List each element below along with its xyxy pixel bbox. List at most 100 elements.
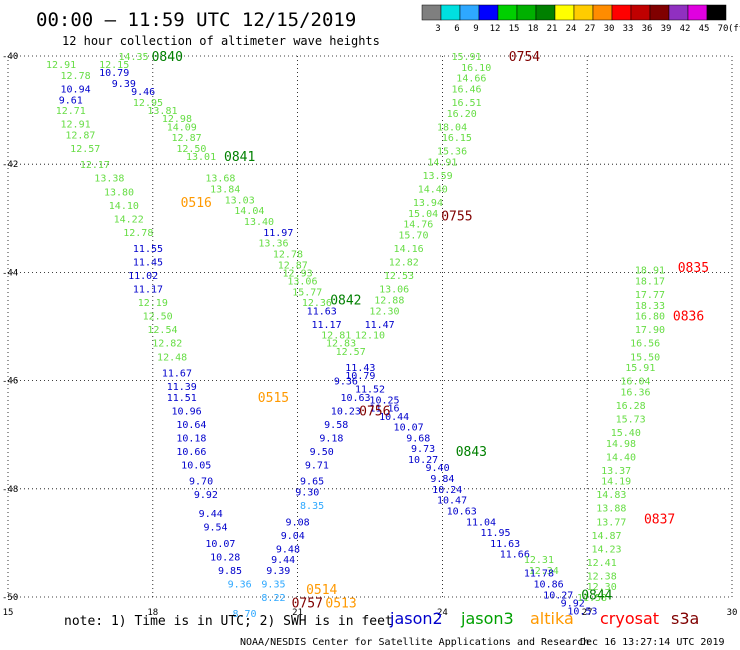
wave-height-value: 9.85 [218,566,242,577]
x-tick-label: 21 [292,608,303,618]
legend-entry: jason2 [389,609,443,628]
wave-height-value: 10.94 [61,84,91,95]
wave-height-value: 10.53 [567,607,597,618]
wave-height-value: 11.43 [345,363,375,374]
wave-height-value: 11.45 [133,258,163,269]
wave-height-value: 10.66 [176,447,206,458]
wave-height-value: 8.22 [261,593,285,604]
wave-height-value: 9.46 [131,87,155,98]
chart-subtitle: 12 hour collection of altimeter wave hei… [62,34,380,48]
scale-swatch [478,4,499,21]
wave-height-value: 9.92 [561,598,585,609]
wave-height-value: 15.50 [630,352,660,363]
wave-height-value: 9.39 [266,566,290,577]
wave-height-value: 14.35 [118,52,148,63]
wave-height-value: 13.03 [225,195,255,206]
wave-height-value: 11.02 [128,271,158,282]
footer-timestamp: Dec 16 13:27:14 UTC 2019 [580,637,725,648]
scale-swatch [421,4,442,21]
scale-swatch [497,4,518,21]
y-tick-label: -50 [2,593,18,603]
wave-height-value: 15.40 [611,428,641,439]
wave-height-value: 10.27 [543,590,573,601]
scale-swatch [459,4,480,21]
scale-label: 36 [642,24,653,34]
wave-height-value: 9.40 [426,463,450,474]
wave-height-value: 10.79 [345,371,375,382]
wave-height-value: 13.81 [147,106,177,117]
scale-label: 18 [528,24,539,34]
scale-swatch [611,4,632,21]
wave-height-value: 12.50 [143,312,173,323]
wave-height-value: 13.38 [94,174,124,185]
wave-height-value: 14.91 [427,157,457,168]
pass-time-label: 0516 [181,196,212,211]
wave-height-value: 12.83 [326,339,356,350]
wave-height-value: 9.73 [411,444,435,455]
wave-height-value: 10.27 [408,455,438,466]
wave-height-value: 10.23 [331,406,361,417]
scale-label: 12 [490,24,501,34]
scale-swatch [668,4,689,21]
wave-height-value: 11.95 [480,528,510,539]
footer-credit: NOAA/NESDIS Center for Satellite Applica… [240,637,589,648]
wave-height-value: 13.80 [104,187,134,198]
wave-height-value: 12.17 [80,160,110,171]
wave-height-value: 12.87 [172,133,202,144]
wave-height-value: 12.36 [302,298,332,309]
wave-height-value: 11.66 [500,550,530,561]
wave-height-value: 14.40 [606,452,636,463]
wave-height-value: 16.20 [447,109,477,120]
wave-height-value: 12.15 [99,60,129,71]
wave-height-value: 9.48 [276,544,300,555]
scale-label: 30 [604,24,615,34]
wave-height-value: 12.10 [355,331,385,342]
wave-height-value: 16.10 [461,63,491,74]
wave-height-value: 13.36 [258,239,288,250]
wave-height-value: 12.57 [336,347,366,358]
pass-time-label: 0835 [678,261,709,276]
wave-height-value: 15.04 [408,209,438,220]
wave-height-value: 15.73 [616,414,646,425]
wave-height-value: 8.35 [300,501,324,512]
wave-height-value: 11.52 [355,385,385,396]
legend-entry: jason3 [460,609,514,628]
wave-height-value: 9.61 [59,95,83,106]
wave-height-value: 12.57 [70,144,100,155]
wave-height-value: 12.50 [176,144,206,155]
scale-label: 6 [454,24,459,34]
wave-height-value: 15.91 [451,52,481,63]
scale-swatch [554,4,575,21]
wave-height-value: 10.07 [205,539,235,550]
pass-time-label: 0837 [644,513,675,528]
footer-note: note: 1) Time is in UTC; 2) SWH is in fe… [64,614,393,629]
scale-swatch [516,4,537,21]
wave-height-value: 12.88 [374,295,404,306]
wave-height-value: 14.22 [114,214,144,225]
y-tick-label: -44 [2,268,18,278]
wave-height-value: 11.67 [162,368,192,379]
pass-time-label: 0843 [456,445,487,460]
wave-height-value: 13.40 [244,217,274,228]
wave-height-value: 11.63 [490,539,520,550]
wave-height-value: 9.36 [334,377,358,388]
wave-height-value: 15.70 [398,231,428,242]
wave-height-value: 9.92 [194,490,218,501]
wave-height-value: 14.66 [456,74,486,85]
wave-height-value: 12.41 [587,558,617,569]
plot-area: 15 18 21 24 27 30 -40 -42 -44 -46 -48 -50 14.35 12.91… [2,50,737,620]
wave-height-value: 12.78 [123,228,153,239]
wave-height-value: 14.98 [606,439,636,450]
wave-height-value: 13.88 [596,504,626,515]
wave-height-value: 9.39 [112,79,136,90]
wave-height-value: 17.90 [635,325,665,336]
wave-height-value: 11.63 [307,306,337,317]
wave-height-value: 16.46 [451,84,481,95]
scale-label: 27 [585,24,596,34]
wave-height-value: 13.59 [423,171,453,182]
wave-height-value: 13.68 [205,174,235,185]
wave-height-value: 9.35 [261,579,285,590]
wave-height-value: 9.70 [189,477,213,488]
